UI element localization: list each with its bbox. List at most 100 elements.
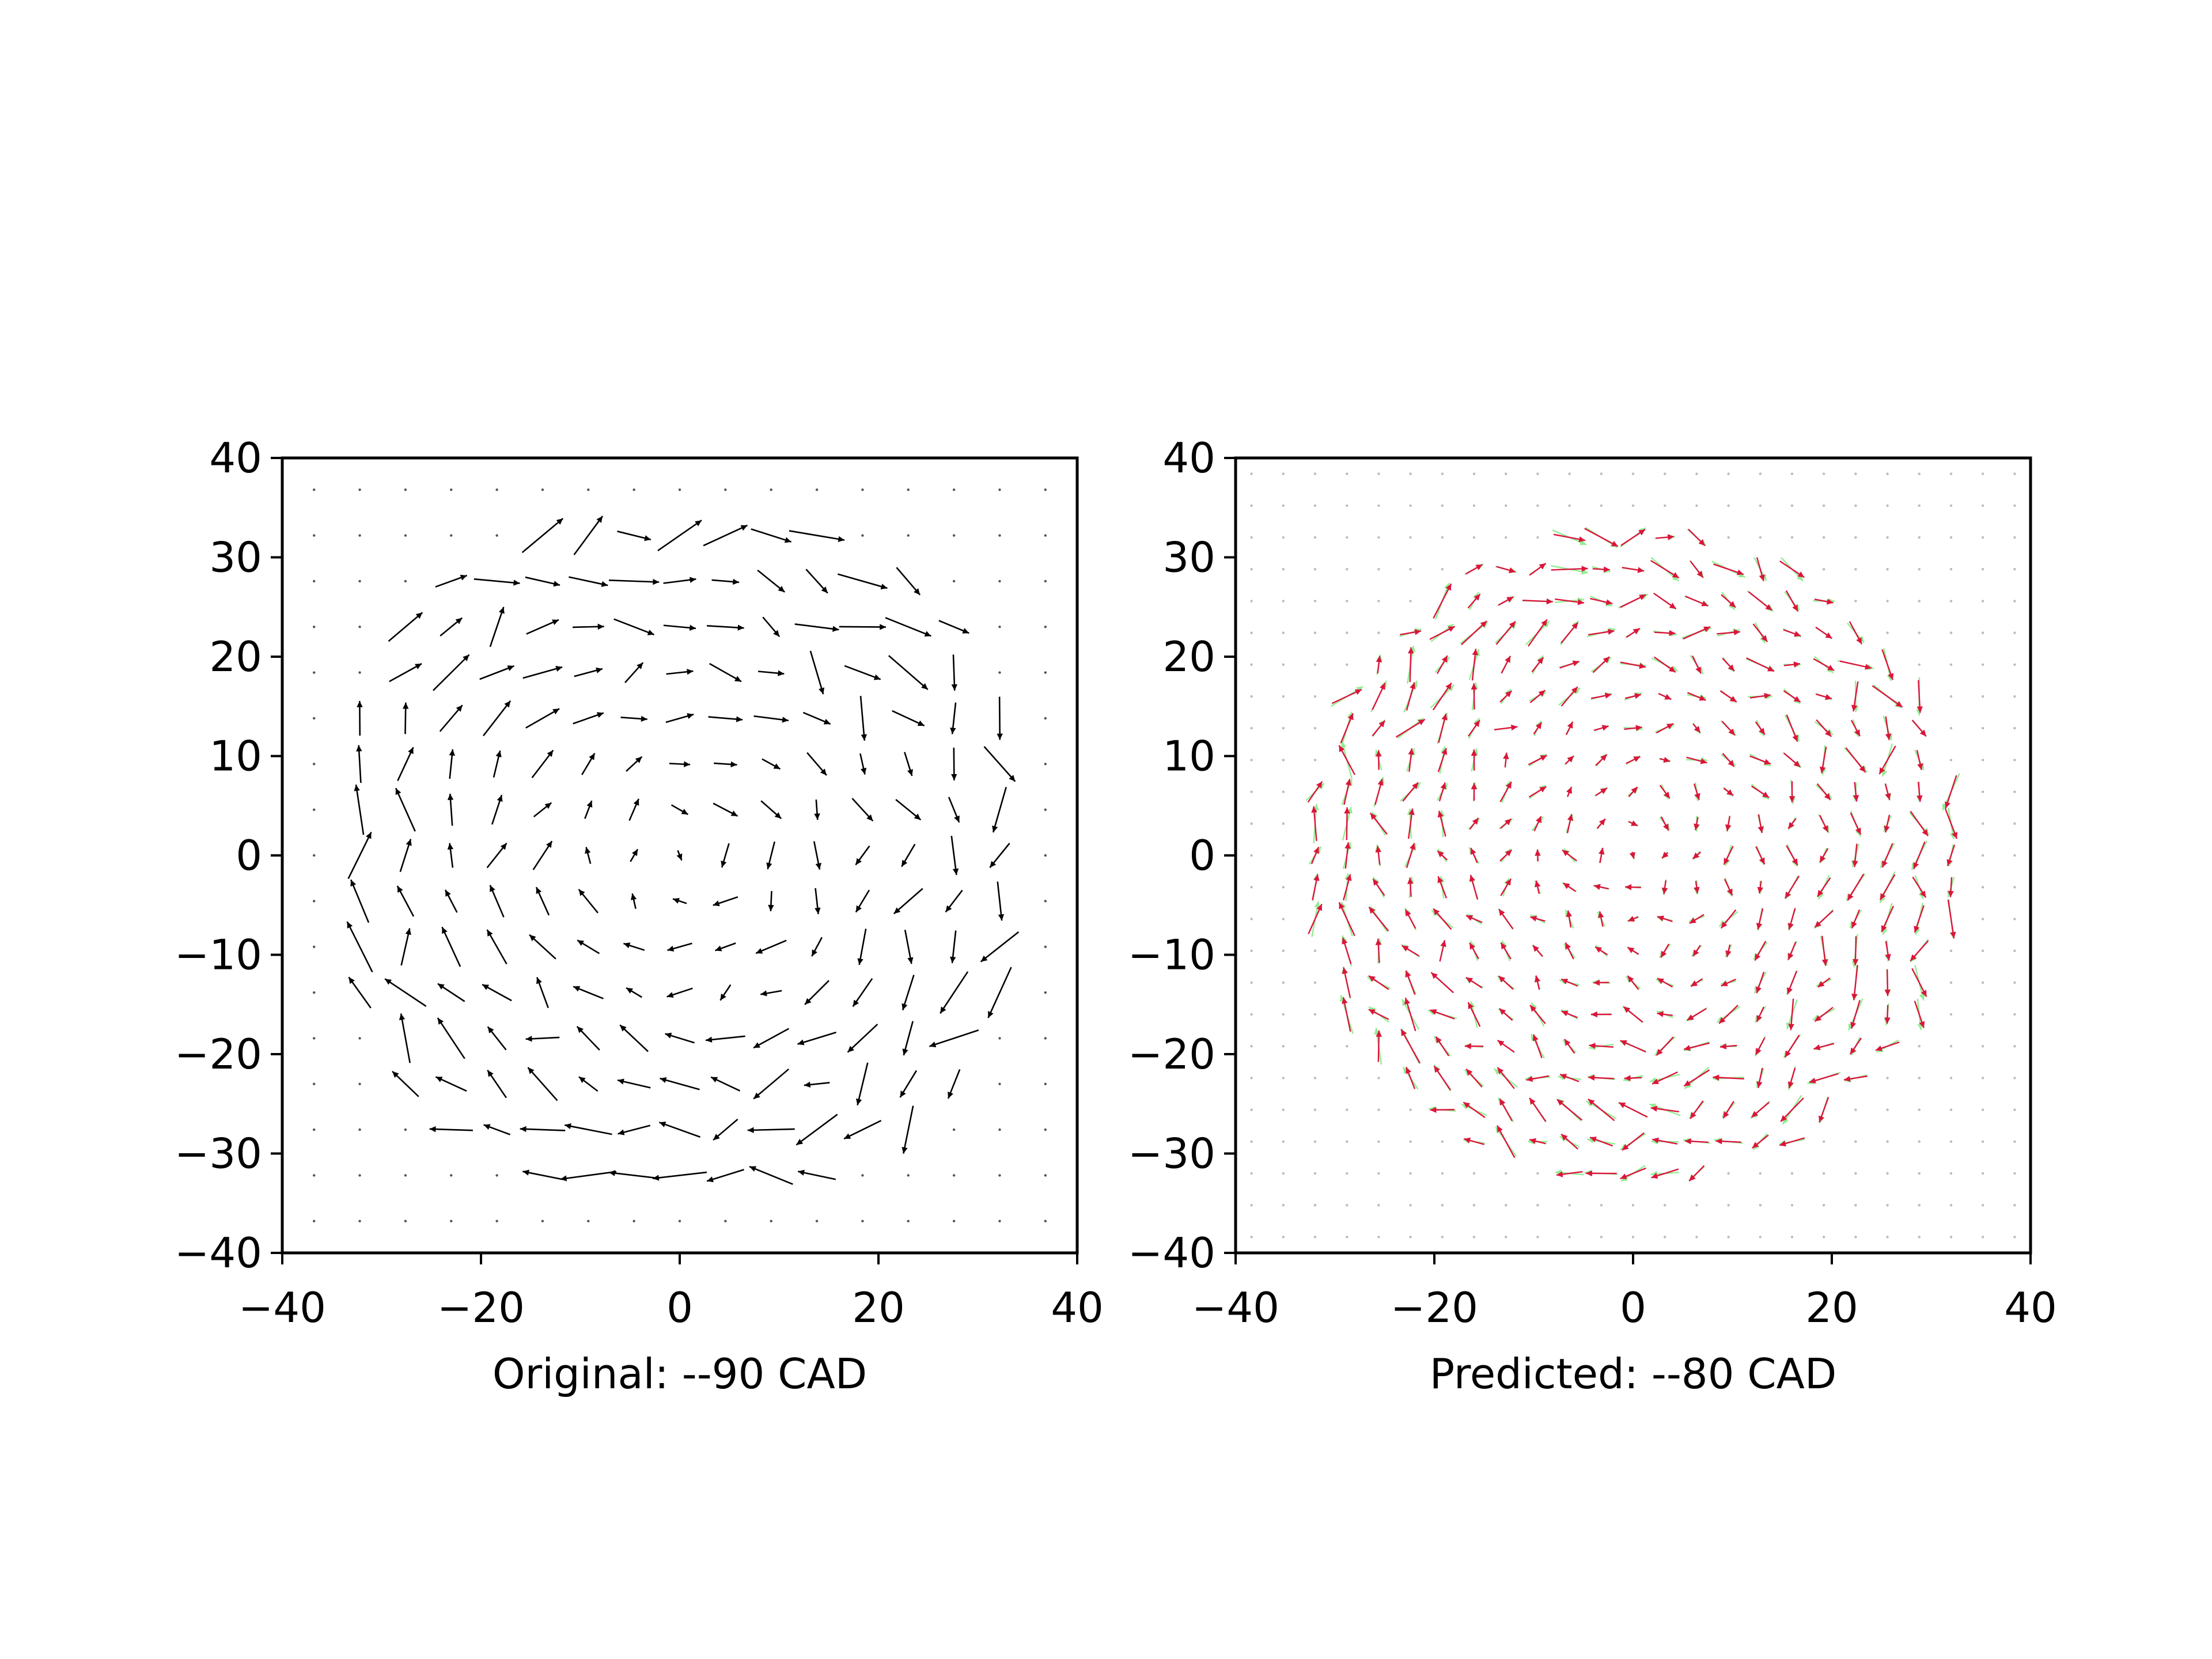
zero-vector-dot: [1250, 1013, 1253, 1016]
vector-arrowhead: [1586, 1170, 1592, 1177]
vector-arrow: [997, 881, 1003, 921]
vector-arrowhead: [1313, 874, 1320, 881]
vector-arrowhead: [577, 1026, 584, 1033]
vector-arrowhead: [1624, 1075, 1631, 1081]
zero-vector-dot: [1313, 504, 1317, 507]
zero-vector-dot: [1823, 504, 1825, 507]
vector-arrowhead: [1633, 756, 1641, 762]
y-tick-label: −40: [1128, 1229, 1215, 1277]
vector-arrowhead: [1669, 630, 1676, 637]
zero-vector-dot: [1949, 1077, 1953, 1080]
zero-vector-dot: [1695, 472, 1698, 475]
zero-vector-dot: [1282, 631, 1285, 634]
vector-arrow: [753, 1028, 790, 1049]
vector-arrowhead: [1865, 664, 1872, 670]
vector-arrowhead: [1505, 691, 1512, 698]
vector-arrowhead: [1437, 851, 1444, 858]
zero-vector-dot: [1918, 1236, 1921, 1238]
zero-vector-dot: [1949, 568, 1953, 571]
vector-arrowhead: [1620, 1173, 1627, 1179]
vector-arrow: [347, 831, 372, 880]
vector-arrow: [609, 579, 660, 583]
zero-vector-dot: [1250, 1077, 1253, 1080]
zero-vector-dot: [1918, 568, 1921, 571]
zero-vector-dot: [998, 1128, 1001, 1131]
zero-vector-dot: [1790, 504, 1794, 507]
zero-vector-dot: [1250, 949, 1253, 952]
vector-arrowhead: [1785, 1050, 1791, 1058]
zero-vector-dot: [1664, 472, 1666, 475]
zero-vector-dot: [1727, 504, 1730, 507]
vector-arrowhead: [1506, 597, 1514, 603]
zero-vector-dot: [1949, 727, 1953, 730]
x-tick-label: 0: [666, 1283, 693, 1332]
vector-arrowhead: [1661, 950, 1667, 958]
zero-vector-dot: [1536, 472, 1539, 475]
vector-arrowhead: [1662, 851, 1669, 858]
vector-arrowhead: [608, 1170, 616, 1176]
vector-arrowhead: [1497, 1040, 1505, 1047]
vector-arrowhead: [861, 767, 867, 775]
zero-vector-dot: [1854, 1108, 1857, 1111]
vector-arrowhead: [357, 700, 363, 707]
vector-arrowhead: [1468, 1002, 1474, 1009]
vector-arrowhead: [945, 905, 952, 912]
vector-arrowhead: [1700, 758, 1707, 764]
zero-vector-dot: [1949, 981, 1953, 984]
zero-vector-dot: [313, 808, 316, 811]
vector-arrowhead: [1856, 637, 1862, 645]
vector-arrowhead: [1589, 1137, 1597, 1143]
vector-arrowhead: [1368, 1009, 1376, 1015]
zero-vector-dot: [952, 534, 956, 537]
zero-vector-dot: [1949, 949, 1953, 952]
zero-vector-dot: [1759, 504, 1762, 507]
zero-vector-dot: [1823, 568, 1825, 571]
vector-arrowhead: [565, 1123, 571, 1130]
vector-arrowhead: [880, 584, 888, 590]
zero-vector-dot: [1313, 759, 1317, 762]
vector-arrowhead: [497, 795, 503, 802]
vector-arrow: [1400, 1029, 1421, 1064]
vector-arrowhead: [597, 623, 604, 630]
vector-arrowhead: [560, 1175, 567, 1181]
zero-vector-dot: [1664, 1236, 1666, 1238]
zero-vector-dot: [358, 671, 361, 674]
zero-vector-dot: [1044, 991, 1047, 994]
zero-vector-dot: [1949, 1236, 1953, 1238]
vector-arrowhead: [1611, 540, 1618, 547]
vector-arrowhead: [1728, 760, 1734, 767]
zero-vector-dot: [1044, 900, 1047, 903]
vector-arrowhead: [630, 893, 637, 900]
vector-arrow: [525, 708, 560, 729]
zero-vector-dot: [313, 1174, 316, 1177]
vector-arrowhead: [847, 1046, 854, 1052]
vector-arrowhead: [1910, 954, 1917, 961]
zero-vector-dot: [1918, 631, 1921, 634]
vector-arrowhead: [1538, 690, 1546, 697]
vector-arrowhead: [1623, 1006, 1631, 1013]
vector-arrowhead: [1825, 730, 1832, 737]
y-tick-label: −30: [1128, 1130, 1215, 1178]
vector-arrowhead: [1620, 1040, 1627, 1046]
vector-arrowhead: [1729, 696, 1737, 702]
vector-arrowhead: [773, 630, 780, 637]
vector-arrowhead: [997, 733, 1003, 740]
zero-vector-dot: [1918, 600, 1921, 603]
zero-vector-dot: [1282, 727, 1285, 730]
vector-arrowhead: [1501, 942, 1507, 950]
vector-arrowhead: [445, 889, 451, 897]
vector-arrowhead: [1431, 972, 1438, 979]
zero-vector-dot: [907, 1219, 910, 1222]
vector-arrow: [659, 1122, 700, 1138]
vector-arrowhead: [463, 654, 469, 661]
vector-arrowhead: [1792, 734, 1798, 742]
zero-vector-dot: [1727, 472, 1730, 475]
zero-vector-dot: [1409, 1108, 1412, 1111]
zero-vector-dot: [1441, 568, 1444, 571]
y-tick-label: 40: [209, 434, 262, 482]
vector-arrowhead: [1952, 832, 1958, 839]
vector-arrowhead: [1530, 1005, 1536, 1012]
vector-arrowhead: [1690, 1112, 1696, 1119]
vector-arrowhead: [907, 769, 913, 776]
zero-vector-dot: [313, 488, 316, 491]
